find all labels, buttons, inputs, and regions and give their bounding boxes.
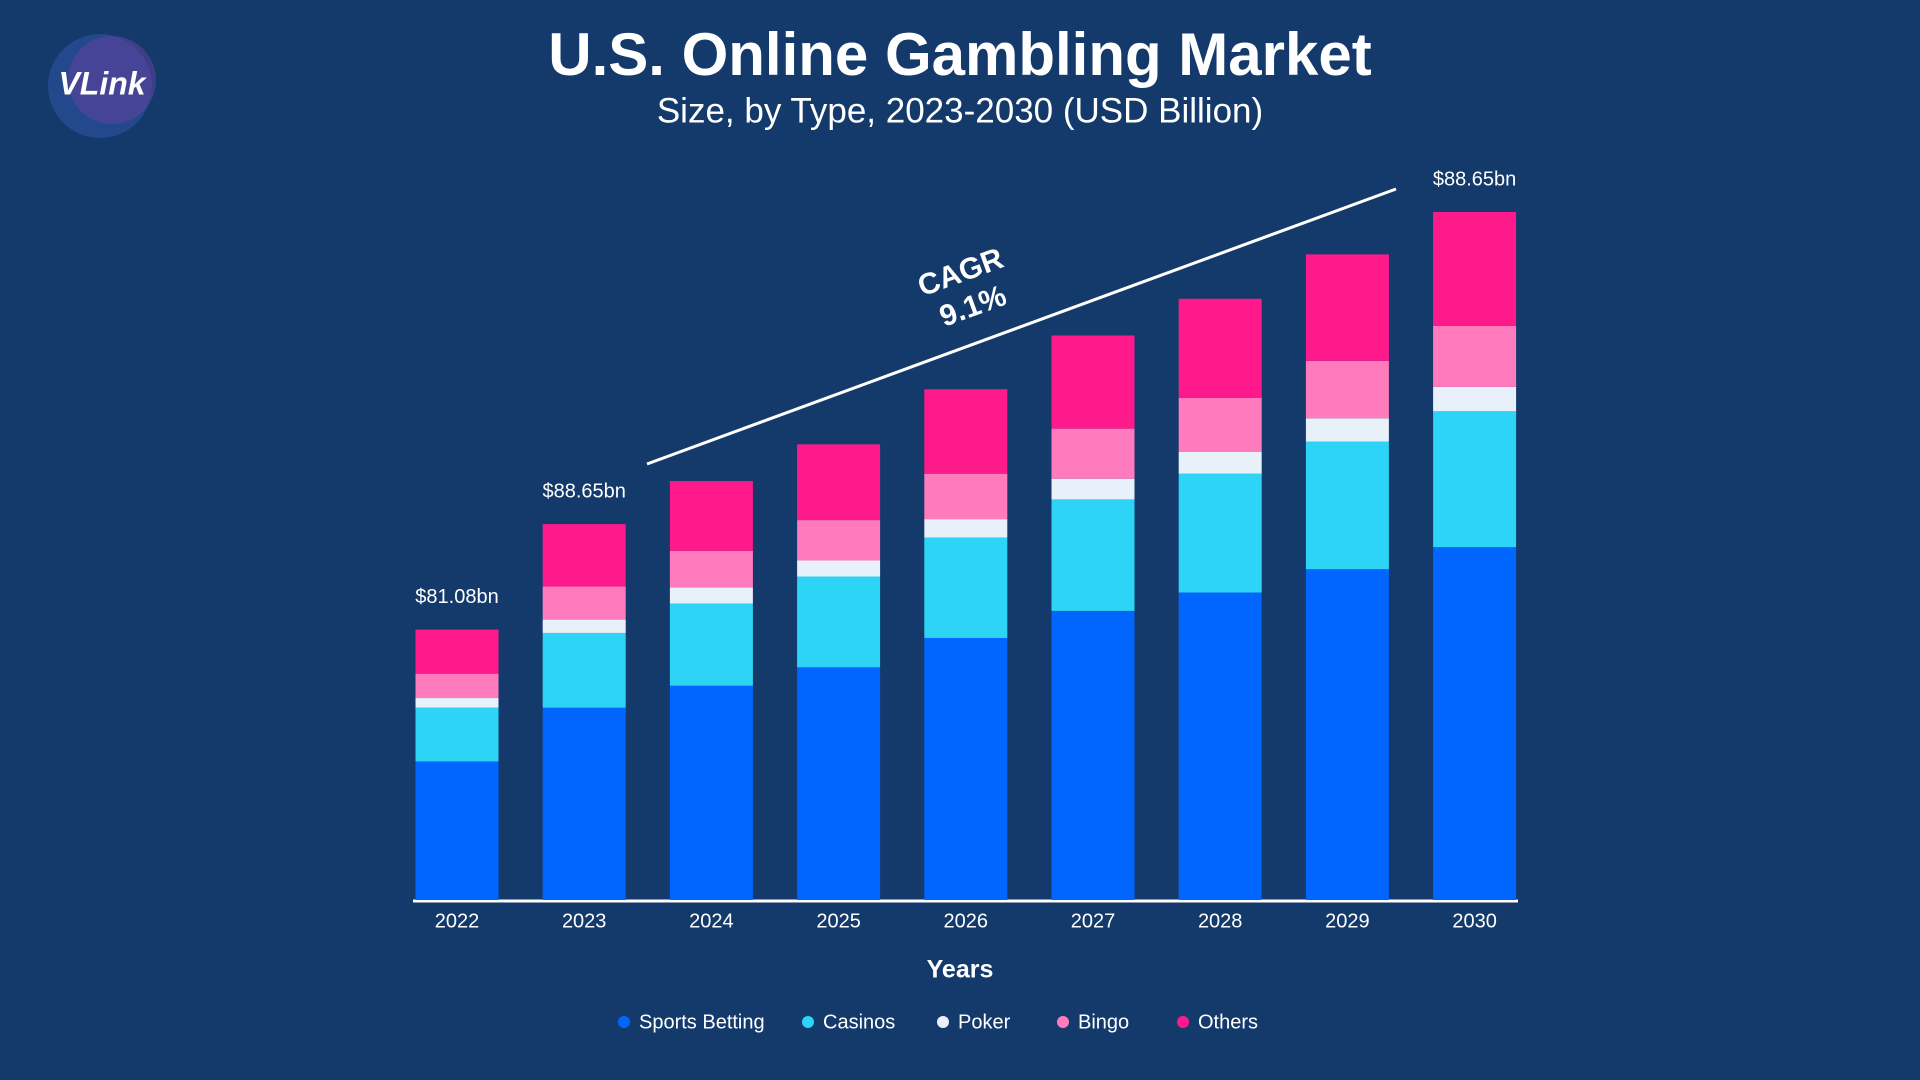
legend-swatch bbox=[618, 1016, 630, 1028]
bar-segment bbox=[1178, 451, 1262, 474]
bar-segment bbox=[1305, 418, 1389, 442]
bar-segment bbox=[797, 576, 881, 668]
bar-segment bbox=[797, 560, 881, 577]
legend-swatch bbox=[1177, 1016, 1189, 1028]
x-tick-label: 2030 bbox=[1452, 910, 1497, 932]
x-tick-label: 2026 bbox=[944, 910, 989, 932]
bar-segment bbox=[669, 481, 753, 551]
bar-segment bbox=[924, 389, 1008, 474]
bar-segment bbox=[1051, 478, 1135, 500]
bar-segment bbox=[1305, 360, 1389, 419]
bar-segment bbox=[415, 707, 499, 762]
total-label: $88.65bn bbox=[542, 480, 625, 502]
bar-segment bbox=[542, 619, 626, 633]
x-tick-label: 2029 bbox=[1325, 910, 1370, 932]
total-label: $88.65bn bbox=[1433, 168, 1516, 190]
x-tick-label: 2023 bbox=[562, 910, 607, 932]
bar-segment bbox=[542, 524, 626, 587]
logo-text: VLink bbox=[58, 65, 147, 101]
bar-segment bbox=[1178, 298, 1262, 398]
cagr-annotation: CAGR 9.1% bbox=[913, 242, 1010, 334]
legend-swatch bbox=[937, 1016, 949, 1028]
x-tick-label: 2025 bbox=[816, 910, 861, 932]
bar-segment bbox=[669, 603, 753, 686]
legend-swatch bbox=[802, 1016, 814, 1028]
bar-segment bbox=[797, 444, 881, 521]
legend-swatch bbox=[1057, 1016, 1069, 1028]
bar-segment bbox=[1433, 325, 1517, 387]
bar-segment bbox=[1433, 212, 1517, 326]
bar-segment bbox=[924, 637, 1008, 900]
bar-segment bbox=[1305, 569, 1389, 900]
bar-segment bbox=[1051, 428, 1135, 479]
bar-segment bbox=[924, 537, 1008, 638]
x-tick-label: 2022 bbox=[435, 910, 480, 932]
chart-subtitle: Size, by Type, 2023-2030 (USD Billion) bbox=[657, 91, 1263, 130]
bar-segment bbox=[797, 667, 881, 900]
logo: VLink bbox=[48, 34, 156, 138]
x-tick-label: 2027 bbox=[1071, 910, 1116, 932]
legend-label: Others bbox=[1198, 1011, 1258, 1033]
bar-segment bbox=[1433, 547, 1517, 900]
bar-segment bbox=[542, 586, 626, 620]
bar-segment bbox=[1433, 386, 1517, 412]
bar-segment bbox=[924, 519, 1008, 538]
bar-segment bbox=[797, 520, 881, 561]
bar-segment bbox=[1051, 610, 1135, 900]
legend-label: Bingo bbox=[1078, 1011, 1129, 1033]
bar-segment bbox=[669, 550, 753, 588]
bar-segment bbox=[1178, 592, 1262, 900]
x-tick-label: 2024 bbox=[689, 910, 734, 932]
x-tick-label: 2028 bbox=[1198, 910, 1243, 932]
bar-segment bbox=[1178, 473, 1262, 593]
bar-segment bbox=[415, 673, 499, 699]
bar-segment bbox=[542, 707, 626, 900]
cagr-line bbox=[646, 187, 1397, 466]
x-axis-label: Years bbox=[927, 956, 994, 984]
bar-segment bbox=[1178, 397, 1262, 452]
legend-label: Sports Betting bbox=[639, 1011, 765, 1033]
total-label: $81.08bn bbox=[415, 586, 498, 608]
bar-segment bbox=[669, 587, 753, 604]
bar-segment bbox=[669, 685, 753, 900]
bar-segment bbox=[1305, 441, 1389, 570]
bar-segment bbox=[1433, 411, 1517, 548]
chart-title: U.S. Online Gambling Market bbox=[548, 21, 1371, 88]
bar-segment bbox=[542, 632, 626, 708]
logo-globe-accent bbox=[68, 36, 156, 124]
bar-segment bbox=[415, 698, 499, 708]
bar-segment bbox=[1051, 335, 1135, 429]
bar-segment bbox=[1305, 254, 1389, 361]
legend-label: Poker bbox=[958, 1011, 1011, 1033]
bar-segment bbox=[1051, 499, 1135, 611]
bar-segment bbox=[415, 629, 499, 674]
bar-segment bbox=[415, 761, 499, 900]
legend-label: Casinos bbox=[823, 1011, 895, 1033]
bar-segment bbox=[924, 473, 1008, 520]
